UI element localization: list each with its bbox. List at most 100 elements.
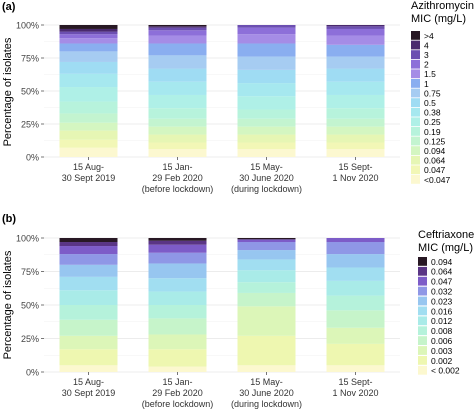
bar-segment — [59, 87, 118, 102]
bar-segment — [237, 238, 296, 240]
y-axis-label: Percentage of isolates — [2, 250, 14, 359]
legend-label: >4 — [424, 31, 434, 41]
bar-segment — [326, 35, 385, 45]
bar-segment — [237, 270, 296, 283]
bar-segment — [59, 101, 118, 114]
bar-segment — [148, 35, 207, 44]
bar-segment — [59, 335, 118, 350]
bar-segment — [326, 118, 385, 127]
panel-label: (b) — [2, 213, 16, 225]
bar-segment — [148, 94, 207, 109]
legend-key — [411, 107, 420, 117]
bar-segment — [237, 242, 296, 251]
bar-segment — [326, 343, 385, 366]
x-tick-label: 1 Nov 2020 — [332, 173, 378, 183]
legend-key — [411, 31, 420, 40]
bar-segment — [326, 44, 385, 57]
bar-segment — [59, 38, 118, 44]
bar-segment — [326, 310, 385, 328]
bar-segment — [326, 28, 385, 36]
bar-segment — [59, 246, 118, 255]
y-tick-label: 50% — [21, 87, 39, 97]
bar-segment — [59, 28, 118, 32]
bar-segment — [237, 365, 296, 372]
bar-segment — [59, 238, 118, 243]
bar-segment — [59, 34, 118, 39]
bar-segment — [237, 109, 296, 119]
bar-segment — [148, 81, 207, 95]
bar-segment — [237, 25, 296, 28]
panel-label: (a) — [2, 1, 16, 13]
legend-label: 1.5 — [424, 69, 436, 79]
bar-segment — [59, 51, 118, 62]
legend-key — [418, 306, 427, 316]
bar-segment — [326, 280, 385, 296]
bar-segment — [148, 126, 207, 135]
bar-segment — [237, 56, 296, 70]
bar-segment — [148, 263, 207, 279]
bar-segment — [148, 26, 207, 28]
legend-key — [411, 175, 420, 184]
y-axis-label: Percentage of isolates — [2, 37, 14, 146]
bar-segment — [148, 30, 207, 36]
legend-label: 0.047 — [431, 277, 453, 287]
x-tick-label: 15 May- — [250, 162, 283, 172]
bar-segment — [148, 349, 207, 367]
bar-segment — [237, 292, 296, 307]
x-tick-label: (before lockdown) — [142, 184, 214, 194]
bar-segment — [59, 61, 118, 74]
bar-segment — [148, 278, 207, 292]
bar-segment — [148, 25, 207, 27]
legend-key — [418, 326, 427, 336]
legend-label: 0.002 — [431, 356, 453, 366]
legend-title: MIC (mg/L) — [418, 242, 473, 254]
bar-segment — [326, 81, 385, 95]
legend-label: 0.19 — [424, 127, 441, 137]
panel-a: (a) Percentage of isolates 0% 25% 50% 75% 100%… — [2, 0, 474, 194]
bar-segment — [326, 94, 385, 109]
legend-key — [418, 336, 427, 345]
legend-label: 3 — [424, 50, 429, 60]
legend-title: Azithromycin — [411, 0, 474, 12]
bar-segment — [326, 365, 385, 372]
bar-segment — [59, 290, 118, 305]
y-tick-label: 100% — [16, 21, 39, 31]
bar-segment — [148, 244, 207, 253]
bar-segment — [59, 264, 118, 277]
bar-segment — [148, 55, 207, 69]
bar-segment — [59, 25, 118, 29]
bar-segment — [148, 318, 207, 335]
bar-segment — [326, 25, 385, 27]
legend-key — [411, 136, 420, 146]
legend-label: 0.094 — [431, 257, 453, 267]
legend-key — [411, 117, 420, 127]
bar-segment — [237, 83, 296, 97]
legend-label: 0.75 — [424, 88, 441, 98]
x-tick-label: 30 Sept 2019 — [62, 388, 116, 398]
bar-segment — [59, 130, 118, 140]
bar-segment — [237, 259, 296, 271]
legend-title: Ceftriaxone — [418, 229, 474, 241]
bar-segment — [148, 252, 207, 264]
bar-segment — [59, 43, 118, 52]
bar-segment — [237, 27, 296, 35]
bar-segment — [148, 108, 207, 119]
legend-key — [418, 276, 427, 286]
y-tick-label: 0% — [26, 368, 39, 378]
y-tick-label: 0% — [26, 153, 39, 163]
bar-segment — [237, 134, 296, 143]
bar-segment — [237, 149, 296, 157]
legend-label: 0.016 — [431, 306, 453, 316]
legend-key — [418, 346, 427, 355]
legend-key — [418, 316, 427, 326]
bar-segment — [148, 134, 207, 143]
x-tick-label: (during lockdown) — [231, 399, 302, 409]
bar-segment — [237, 282, 296, 293]
x-tick-label: 15 Aug- — [73, 377, 104, 387]
bar-segment — [148, 291, 207, 305]
panel-b: (b) Percentage of isolates 0% 25% 50% 75% 100%… — [2, 213, 474, 409]
bar-segment — [326, 68, 385, 82]
legend-label: 0.38 — [424, 108, 441, 118]
x-tick-label: 15 Sept- — [338, 162, 372, 172]
x-tick-label: 30 Sept 2019 — [62, 173, 116, 183]
